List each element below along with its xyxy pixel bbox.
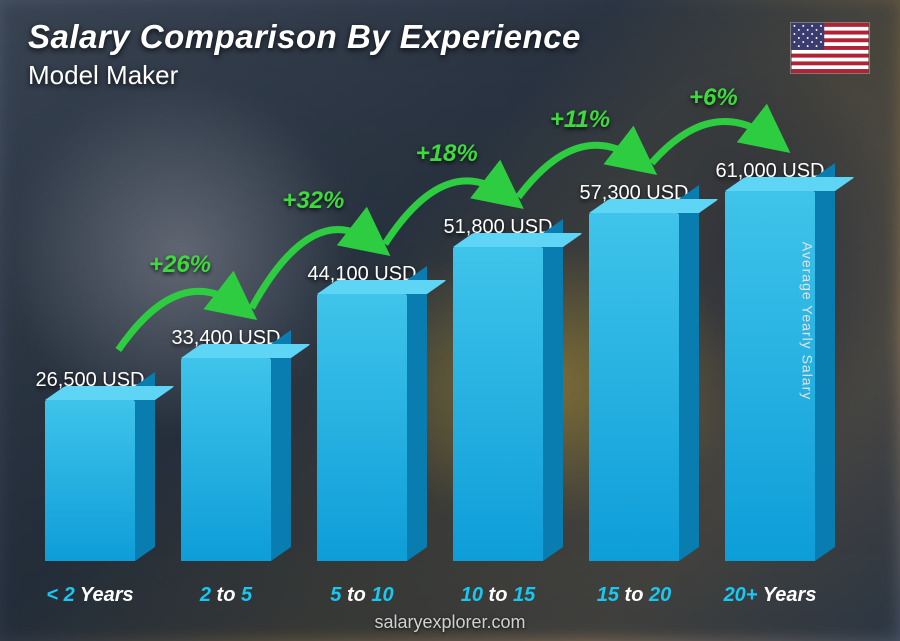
bar-group: 51,800 USD [438, 216, 558, 561]
x-axis-category-label: 15 to 20 [574, 584, 694, 607]
x-axis-category-label: 5 to 10 [302, 584, 422, 607]
bar [45, 400, 135, 561]
x-axis-labels: < 2 Years 2 to 5 5 to 10 10 to 15 15 to 20 20… [30, 584, 830, 607]
bar-top-face [45, 386, 175, 400]
bar [453, 247, 543, 561]
bar [317, 294, 407, 561]
x-axis-category-label: 2 to 5 [166, 584, 286, 607]
bar-group: 44,100 USD [302, 263, 422, 561]
bar-group: 26,500 USD [30, 369, 150, 561]
bar-group: 57,300 USD [574, 182, 694, 561]
bar-top-face [453, 233, 583, 247]
bar-top-face [725, 177, 855, 191]
bar-top-face [317, 280, 447, 294]
bar [589, 213, 679, 561]
chart-header: Salary Comparison By Experience Model Ma… [28, 18, 581, 91]
bar-side-face [815, 163, 835, 561]
salary-bar-chart: 26,500 USD 33,400 USD 44,100 USD 51,800 … [30, 100, 830, 561]
x-axis-category-label: 20+ Years [710, 584, 830, 607]
bar-side-face [543, 219, 563, 561]
y-axis-label: Average Yearly Salary [799, 241, 815, 400]
flag-usa-icon [790, 22, 870, 74]
bar-top-face [589, 199, 719, 213]
bar-side-face [135, 372, 155, 561]
bar-group: 33,400 USD [166, 327, 286, 561]
bar-top-face [181, 344, 311, 358]
bar [181, 358, 271, 561]
chart-title: Salary Comparison By Experience [28, 18, 581, 56]
chart-subtitle: Model Maker [28, 60, 581, 91]
x-axis-category-label: 10 to 15 [438, 584, 558, 607]
bar-side-face [271, 330, 291, 561]
x-axis-category-label: < 2 Years [30, 584, 150, 607]
bar-side-face [407, 266, 427, 561]
footer-attribution: salaryexplorer.com [0, 612, 900, 633]
bar-side-face [679, 185, 699, 561]
